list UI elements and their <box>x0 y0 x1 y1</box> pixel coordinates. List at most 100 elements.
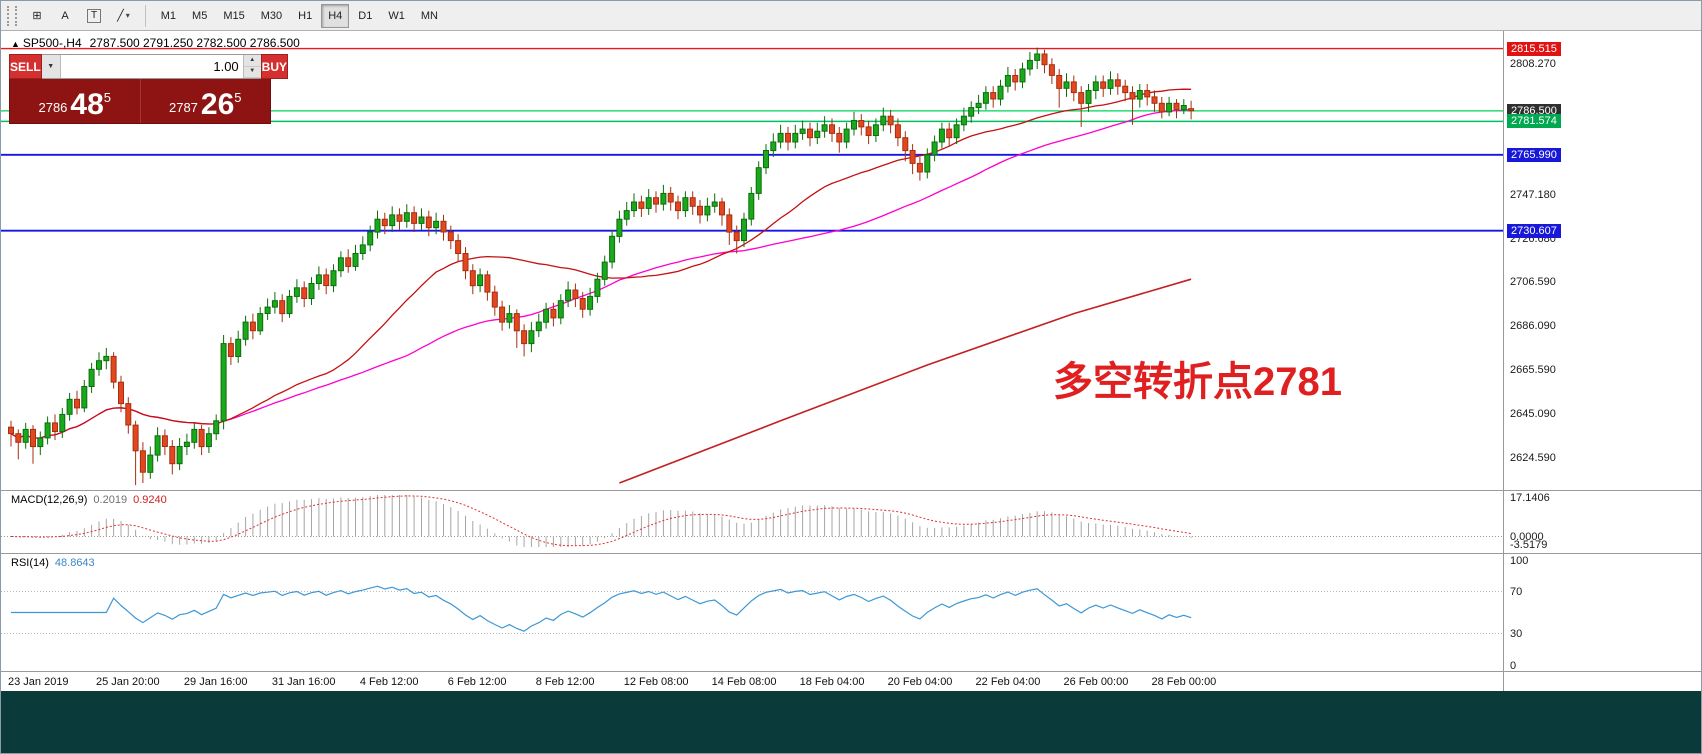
chart-plot-area[interactable] <box>1 31 1503 490</box>
axis-tick-label: 2624.590 <box>1510 452 1556 465</box>
axis-tick-label: 2686.090 <box>1510 320 1556 333</box>
timeframe-d1[interactable]: D1 <box>351 4 379 28</box>
ask-big-digits: 26 <box>200 88 235 121</box>
price-axis[interactable]: 2808.270 2747.180 2726.680 2706.590 2686.090… <box>1503 31 1701 490</box>
rsi-value: 48.8643 <box>54 557 95 569</box>
rsi-axis[interactable]: 100 70 30 0 <box>1503 554 1701 672</box>
time-tick-label: 31 Jan 16:00 <box>271 676 336 688</box>
line-studies-button[interactable]: ╱ ▾ <box>110 4 137 28</box>
line-studies-icon: ╱ <box>117 10 124 22</box>
toolbar: ⊞ A T ╱ ▾ M1 M5 M15 M30 H1 H4 D1 W1 MN <box>1 1 1701 31</box>
slow-ma-line <box>10 108 1192 439</box>
time-tick-label: 22 Feb 04:00 <box>975 676 1041 688</box>
timeframe-m1[interactable]: M1 <box>154 4 183 28</box>
time-tick-label: 29 Jan 16:00 <box>183 676 248 688</box>
axis-tick-label: 2808.270 <box>1510 58 1556 71</box>
timeframe-w1[interactable]: W1 <box>381 4 412 28</box>
macd-label: MACD(12,26,9) 0.2019 0.9240 <box>11 494 167 506</box>
rsi-chart[interactable] <box>1 554 1503 671</box>
annotation-text[interactable]: 多空转折点2781 <box>1053 360 1342 404</box>
price-badge: 2781.574 <box>1507 114 1561 129</box>
text-tool-icon: T <box>87 8 102 23</box>
time-tick-label: 18 Feb 04:00 <box>799 676 865 688</box>
axis-tick-label: 30 <box>1510 628 1523 640</box>
time-tick-label: 23 Jan 2019 <box>8 676 69 688</box>
grid-tool-button[interactable]: ⊞ <box>24 4 50 28</box>
axis-tick-label: 2747.180 <box>1510 189 1556 202</box>
caret-down-icon: ▼ <box>47 63 55 70</box>
toolbar-drag-handle[interactable] <box>7 5 17 26</box>
trend-ma-line <box>619 278 1192 484</box>
ask-prefix: 2787 <box>168 100 198 115</box>
buy-button[interactable]: BUY <box>260 54 289 79</box>
grid-icon: ⊞ <box>32 10 42 22</box>
volume-input[interactable] <box>60 55 243 78</box>
time-tick-label: 6 Feb 12:00 <box>447 676 507 688</box>
axis-tick-label: 2645.090 <box>1510 408 1556 421</box>
axis-tick-label: 2665.590 <box>1510 364 1556 377</box>
time-tick-label: 20 Feb 04:00 <box>887 676 953 688</box>
axis-tick-label: 0.0000 <box>1510 531 1544 543</box>
timeframe-mn[interactable]: MN <box>414 4 445 28</box>
macd-chart[interactable] <box>1 491 1503 553</box>
time-tick-label: 28 Feb 00:00 <box>1151 676 1217 688</box>
time-axis[interactable]: 23 Jan 2019 25 Jan 20:00 29 Jan 16:00 31 Ja… <box>1 671 1701 691</box>
symbol-name: SP500-,H4 <box>22 36 82 50</box>
price-badge: 2765.990 <box>1507 147 1561 162</box>
volume-control: ▼ ▲ ▼ <box>41 54 261 79</box>
macd-panel: 17.1406 0.0000 -3.5179 MACD(12,26,9) 0.2019… <box>1 491 1701 553</box>
price-badge: 2730.607 <box>1507 223 1561 238</box>
timeframe-h1[interactable]: H1 <box>291 4 319 28</box>
macd-value: 0.2019 <box>93 494 128 506</box>
fast-ma-line <box>10 88 1192 439</box>
time-tick-label: 4 Feb 12:00 <box>359 676 419 688</box>
axis-separator-line <box>1503 31 1504 691</box>
bid-superscript: 5 <box>103 90 112 105</box>
text-label-icon: A <box>61 9 69 22</box>
bid-big-digits: 48 <box>70 88 104 121</box>
time-tick-label: 26 Feb 00:00 <box>1063 676 1129 688</box>
rsi-plot-area[interactable] <box>1 554 1503 676</box>
macd-plot-area[interactable] <box>1 491 1503 558</box>
time-tick-label: 14 Feb 08:00 <box>711 676 777 688</box>
bid-price: 2786 48 5 <box>10 79 141 123</box>
price-badge: 2786.500 <box>1507 103 1561 118</box>
axis-tick-label: 100 <box>1510 554 1529 567</box>
timeframe-h4[interactable]: H4 <box>321 3 350 28</box>
axis-tick-label: 0 <box>1510 659 1517 672</box>
axis-tick-label: 17.1406 <box>1510 491 1550 504</box>
rsi-label: RSI(14) 48.8643 <box>11 557 95 569</box>
panel-splitter[interactable] <box>1 490 1701 491</box>
rsi-panel: 100 70 30 0 RSI(14) 48.8643 <box>1 554 1701 672</box>
volume-down-button[interactable]: ▼ <box>243 66 261 78</box>
timeframe-m15[interactable]: M15 <box>216 4 251 28</box>
bottom-strip <box>1 691 1701 753</box>
main-chart-panel: 2808.270 2747.180 2726.680 2706.590 2686.090… <box>1 31 1701 490</box>
macd-axis[interactable]: 17.1406 0.0000 -3.5179 <box>1503 491 1701 553</box>
axis-tick-label: 2706.590 <box>1510 276 1556 289</box>
panel-splitter[interactable] <box>1 553 1701 554</box>
volume-up-button[interactable]: ▲ <box>243 55 261 67</box>
candlestick-chart[interactable] <box>1 31 1503 490</box>
symbol-ohlc-values: 2787.500 2791.250 2782.500 2786.500 <box>89 36 300 50</box>
timeframe-m5[interactable]: M5 <box>185 4 214 28</box>
one-click-trade-panel: SELL ▼ ▲ ▼ BUY 2786 48 5 2 <box>9 54 289 124</box>
volume-spinner: ▲ ▼ <box>242 55 261 78</box>
ask-superscript: 5 <box>234 90 242 105</box>
macd-title: MACD(12,26,9) <box>11 494 88 506</box>
axis-tick-label: -3.5179 <box>1510 539 1548 552</box>
text-label-tool-button[interactable]: A <box>52 4 78 28</box>
time-tick-label: 25 Jan 20:00 <box>95 676 160 688</box>
collapse-arrow-icon[interactable]: ▲ <box>11 39 20 49</box>
text-tool-button[interactable]: T <box>80 4 108 28</box>
time-tick-label: 12 Feb 08:00 <box>623 676 689 688</box>
sell-button[interactable]: SELL <box>9 54 42 79</box>
timeframe-m30[interactable]: M30 <box>254 4 289 28</box>
macd-signal-line <box>10 495 1192 547</box>
rsi-title: RSI(14) <box>11 557 49 569</box>
time-tick-label: 8 Feb 12:00 <box>535 676 595 688</box>
volume-dropdown-button[interactable]: ▼ <box>41 55 61 78</box>
bid-ask-display: 2786 48 5 2787 26 5 <box>9 79 271 124</box>
macd-signal-value: 0.9240 <box>133 494 167 506</box>
